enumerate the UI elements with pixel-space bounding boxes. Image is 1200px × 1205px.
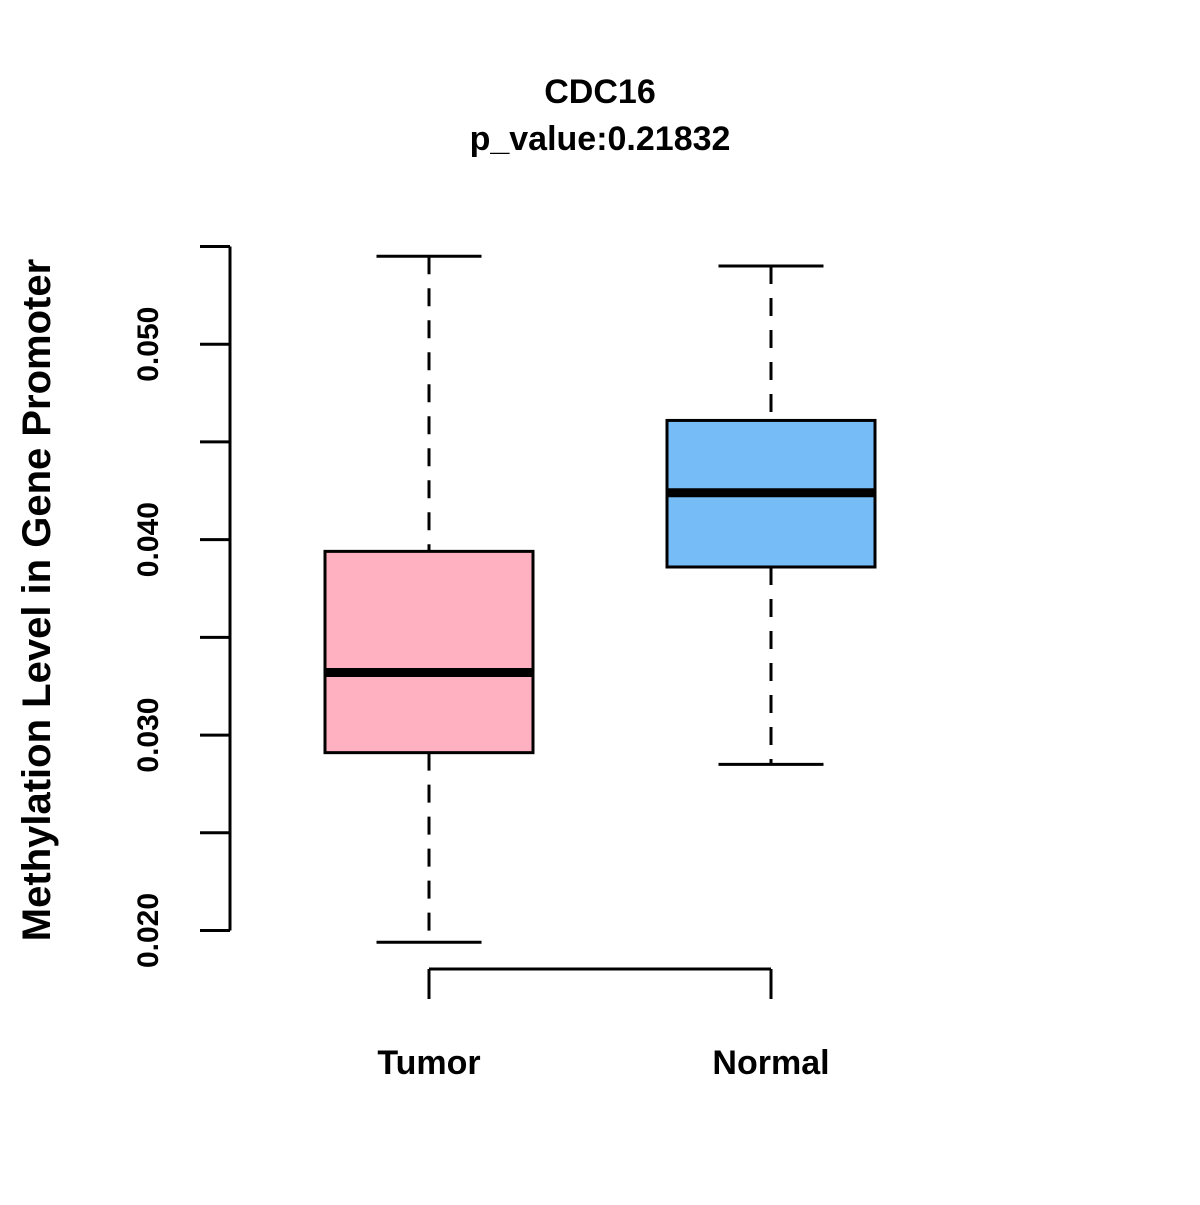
x-axis-label-normal: Normal	[712, 1044, 829, 1082]
chart-title: CDC16	[544, 73, 655, 111]
chart-subtitle-pvalue: p_value:0.21832	[470, 120, 731, 158]
box-tumor	[323, 549, 535, 755]
y-axis-title: Methylation Level in Gene Promoter	[15, 259, 59, 941]
y-axis-tick-label: 0.050	[132, 307, 165, 382]
y-axis-tick-label: 0.040	[132, 502, 165, 577]
x-axis-label-tumor: Tumor	[377, 1044, 480, 1082]
plot-layer: 0.020 0.030 0.040 0.050 Tumor Normal	[132, 245, 877, 1082]
y-axis-tick-label: 0.020	[132, 893, 165, 968]
y-axis-tick-label: 0.030	[132, 698, 165, 773]
